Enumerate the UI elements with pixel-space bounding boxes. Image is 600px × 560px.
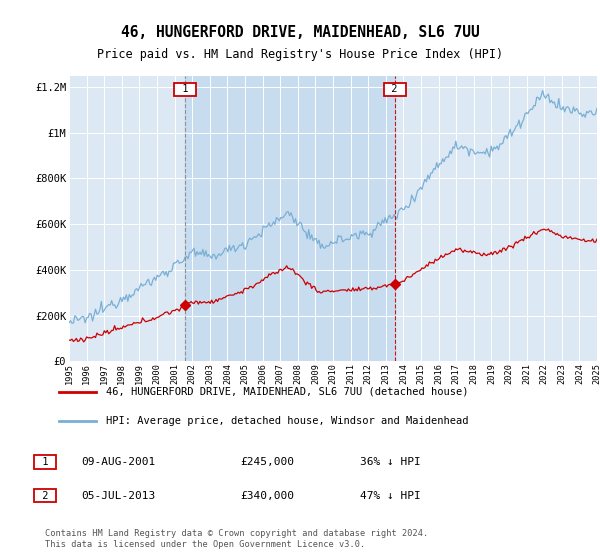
Text: 1: 1 <box>35 457 55 467</box>
Text: 2: 2 <box>385 84 404 94</box>
Text: HPI: Average price, detached house, Windsor and Maidenhead: HPI: Average price, detached house, Wind… <box>106 416 469 426</box>
Text: Contains HM Land Registry data © Crown copyright and database right 2024.
This d: Contains HM Land Registry data © Crown c… <box>45 529 428 549</box>
Text: 47% ↓ HPI: 47% ↓ HPI <box>360 491 421 501</box>
Text: 46, HUNGERFORD DRIVE, MAIDENHEAD, SL6 7UU: 46, HUNGERFORD DRIVE, MAIDENHEAD, SL6 7U… <box>121 25 479 40</box>
Text: £340,000: £340,000 <box>240 491 294 501</box>
Bar <box>185 76 395 361</box>
Text: 05-JUL-2013: 05-JUL-2013 <box>81 491 155 501</box>
Text: 1: 1 <box>176 84 194 94</box>
Text: 46, HUNGERFORD DRIVE, MAIDENHEAD, SL6 7UU (detached house): 46, HUNGERFORD DRIVE, MAIDENHEAD, SL6 7U… <box>106 386 469 396</box>
Text: £245,000: £245,000 <box>240 457 294 467</box>
Text: 2: 2 <box>35 491 55 501</box>
Text: 09-AUG-2001: 09-AUG-2001 <box>81 457 155 467</box>
Text: 36% ↓ HPI: 36% ↓ HPI <box>360 457 421 467</box>
Text: Price paid vs. HM Land Registry's House Price Index (HPI): Price paid vs. HM Land Registry's House … <box>97 48 503 60</box>
